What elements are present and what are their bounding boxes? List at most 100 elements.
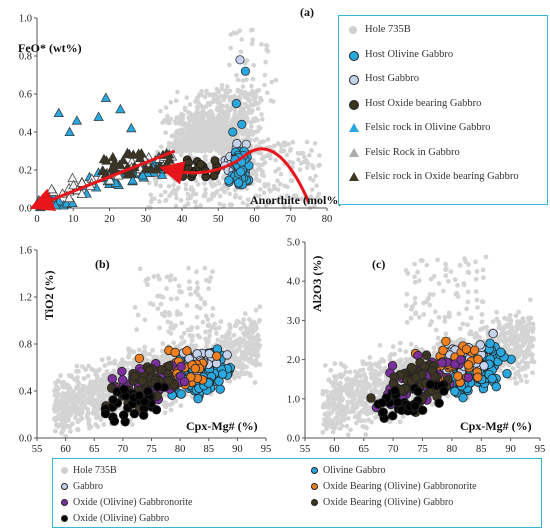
hole-735b-point [250, 341, 256, 347]
hole-735b-point [326, 400, 332, 406]
panel-a-x-tick-label: 30 [141, 214, 152, 225]
hole-735b-point [55, 407, 61, 413]
hole-735b-point [73, 415, 78, 421]
hole-735b-point [168, 407, 174, 413]
hole-735b-point [55, 386, 61, 392]
panel-a-x-tick-label: 0 [34, 214, 39, 225]
hole-735b-point [75, 426, 80, 432]
oxide-gabbro-point [100, 408, 111, 419]
hole-735b-point [236, 364, 241, 369]
hole-735b-point [299, 196, 304, 202]
hole-735b-point [357, 412, 362, 418]
hole-735b-point [251, 336, 257, 342]
hole-735b-point [186, 265, 191, 271]
hole-735b-point [179, 289, 184, 295]
hole-735b-point [171, 187, 177, 193]
panel-a-y-tick-label: 0.8 [19, 52, 32, 63]
hole-735b-point [86, 419, 92, 425]
hole-735b-point [443, 261, 448, 267]
oxide-bearing-gabbronorite-point [182, 346, 192, 356]
hole-735b-point [234, 318, 240, 324]
hole-735b-point [322, 417, 327, 423]
hole-735b-point [338, 361, 344, 367]
hole-735b-point [174, 195, 179, 201]
hole-735b-point [408, 306, 414, 312]
hole-735b-point [181, 122, 187, 128]
hole-735b-point [194, 325, 200, 330]
hole-735b-point [210, 269, 215, 275]
hole-735b-point [219, 111, 225, 117]
hole-735b-point [479, 311, 485, 317]
panel-c-y-tick-label: 5.0 [287, 238, 300, 249]
panel-a-x-tick-label: 40 [177, 214, 188, 225]
hole-735b-point [340, 386, 346, 392]
hole-735b-point [215, 117, 220, 123]
hole-735b-point [175, 115, 181, 120]
hole-735b-point [178, 198, 184, 203]
hole-735b-point [173, 203, 179, 209]
oxide-bearing-gabbronorite-point [134, 353, 145, 364]
hole-735b-point [197, 334, 203, 340]
hole-735b-point [190, 123, 196, 129]
hole-735b-point [207, 328, 213, 334]
hole-735b-point [252, 380, 258, 385]
hole-735b-point [259, 98, 264, 103]
hole-735b-point [436, 281, 442, 286]
hole-735b-point [219, 146, 225, 151]
hole-735b-point [324, 426, 329, 432]
hole-735b-point [168, 100, 174, 105]
oxide-gabbro-point [109, 416, 120, 426]
hole-735b-point [214, 331, 219, 336]
hole-735b-point [334, 417, 340, 423]
hole-735b-point [182, 105, 188, 111]
hole-735b-point [65, 385, 71, 391]
hole-735b-point [251, 62, 257, 68]
hole-735b-point [321, 402, 327, 408]
hole-735b-point [369, 419, 374, 425]
hole-735b-point [160, 341, 166, 346]
hole-735b-point [328, 368, 334, 373]
hole-735b-point [255, 106, 261, 111]
hole-735b-point [162, 189, 168, 195]
hole-735b-point [93, 422, 99, 427]
hole-735b-point [209, 146, 215, 152]
hole-735b-point [364, 381, 370, 387]
hole-735b-point [260, 162, 265, 167]
host-olivine-gabbro-point [224, 175, 234, 185]
hole-735b-point [315, 195, 320, 200]
hole-735b-point [142, 349, 147, 354]
hole-735b-point [80, 364, 85, 370]
hole-735b-point [67, 395, 73, 401]
hole-735b-point [311, 165, 316, 171]
hole-735b-point [201, 149, 207, 154]
hole-735b-point [175, 89, 180, 95]
hole-735b-point [202, 105, 207, 110]
hole-735b-point [176, 283, 182, 289]
hole-735b-point [237, 195, 243, 201]
hole-735b-point [194, 95, 200, 101]
hole-735b-point [234, 134, 239, 140]
hole-735b-point [73, 369, 79, 374]
hole-735b-point [153, 178, 159, 183]
hole-735b-point [160, 294, 166, 300]
hole-735b-point [84, 390, 89, 396]
hole-735b-point [166, 329, 172, 335]
hole-735b-point [194, 124, 200, 129]
felsic-olivine-gabbro-triangle [53, 107, 64, 118]
hole-735b-point [221, 126, 227, 132]
hole-735b-point [202, 94, 208, 100]
hole-735b-point [247, 317, 252, 322]
felsic-oxide-gabbro-triangle [107, 151, 119, 162]
hole-735b-point [339, 372, 344, 378]
hole-735b-point [246, 327, 252, 333]
hole-735b-point [344, 391, 350, 397]
hole-735b-point [238, 49, 244, 55]
hole-735b-point [228, 121, 233, 126]
hole-735b-point [448, 269, 454, 275]
panel-c-x-tick-label: 70 [388, 444, 399, 455]
hole-735b-point [89, 398, 95, 404]
hole-735b-point [237, 343, 243, 349]
hole-735b-point [347, 369, 353, 375]
hole-735b-point [227, 98, 233, 104]
hole-735b-point [245, 197, 251, 202]
